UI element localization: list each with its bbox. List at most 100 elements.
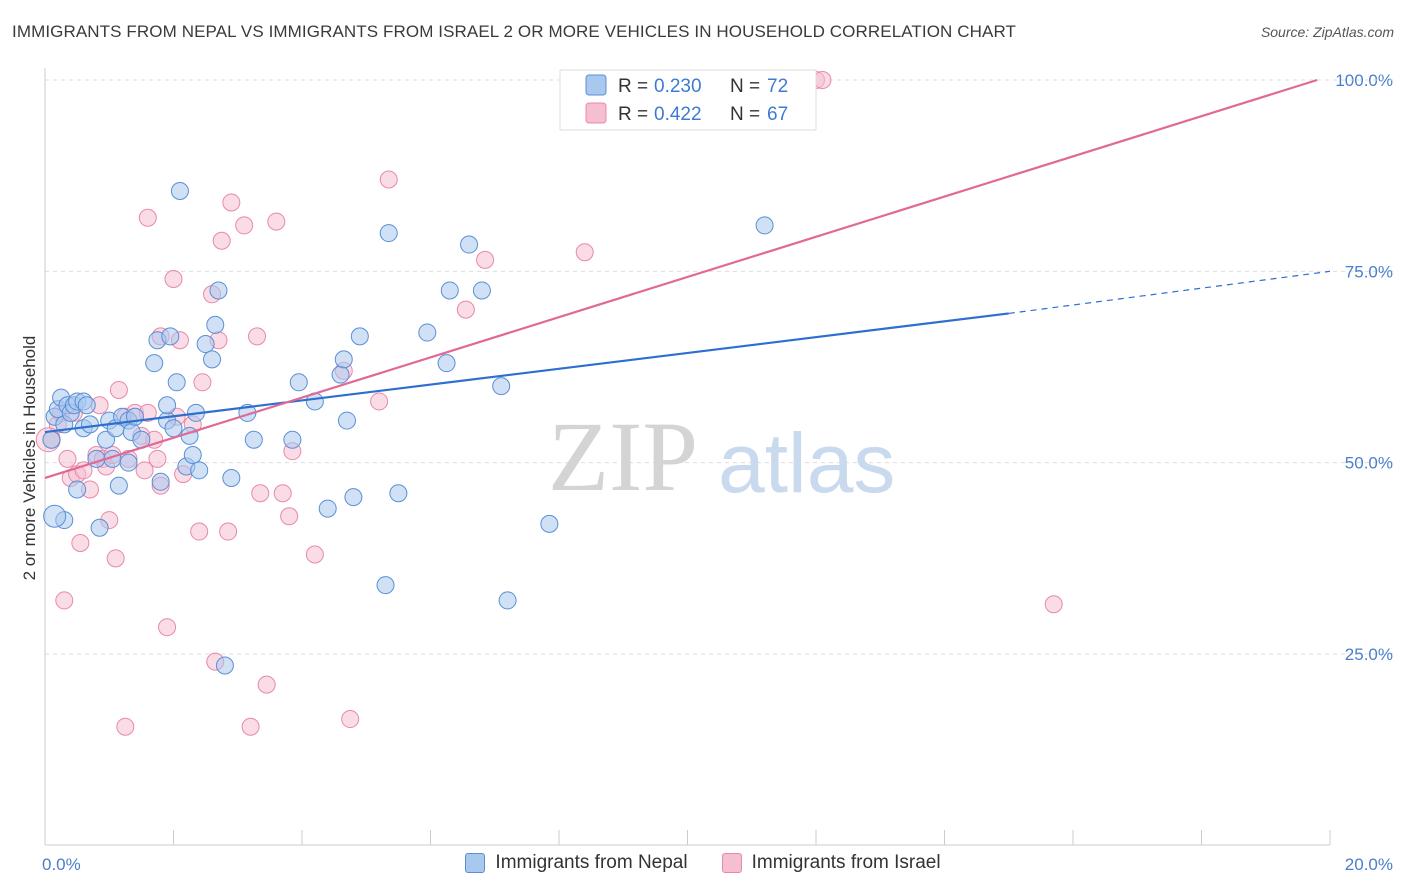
nepal-point bbox=[331, 365, 350, 384]
legend-nepal-n-label: N = bbox=[730, 76, 760, 97]
israel-point bbox=[74, 461, 93, 480]
source-label: Source: ZipAtlas.com bbox=[1260, 24, 1394, 40]
israel-point bbox=[575, 243, 594, 262]
nepal-point bbox=[206, 315, 225, 334]
israel-point bbox=[109, 380, 128, 399]
nepal-point bbox=[151, 472, 170, 491]
israel-point bbox=[241, 717, 260, 736]
israel-point bbox=[267, 212, 286, 231]
israel-point bbox=[58, 449, 77, 468]
nepal-point bbox=[119, 453, 138, 472]
nepal-point bbox=[215, 656, 234, 675]
nepal-point bbox=[540, 514, 559, 533]
legend-israel-r-value: 0.422 bbox=[654, 104, 702, 125]
israel-point bbox=[158, 618, 177, 637]
legend-nepal-r-value: 0.230 bbox=[654, 76, 702, 97]
nepal-point bbox=[209, 281, 228, 300]
legend-israel-n-value: 67 bbox=[767, 104, 788, 125]
israel-point bbox=[148, 449, 167, 468]
israel-trend-line bbox=[44, 78, 1318, 480]
legend-israel-r-label: R = bbox=[618, 104, 648, 125]
israel-point bbox=[135, 461, 154, 480]
top-legend: R = 0.230 N = 72 R = 0.422 N = 67 bbox=[559, 69, 817, 131]
x-tick-label-max: 20.0% bbox=[1345, 855, 1393, 874]
bottom-legend-israel-label: Immigrants from Israel bbox=[751, 852, 941, 873]
nepal-point bbox=[492, 377, 511, 396]
nepal-point bbox=[170, 181, 189, 200]
nepal-point bbox=[42, 430, 61, 449]
nepal-trend-extension bbox=[1008, 270, 1331, 315]
nepal-point bbox=[283, 430, 302, 449]
nepal-point bbox=[80, 415, 99, 434]
y-tick-label: 75.0% bbox=[1345, 262, 1393, 281]
nepal-point bbox=[379, 224, 398, 243]
grid-layer: 25.0% 50.0% 75.0% 100.0% bbox=[45, 71, 1395, 664]
axes-layer: 0.0% 20.0% bbox=[42, 68, 1393, 874]
nepal-point bbox=[318, 499, 337, 518]
israel-point bbox=[1044, 595, 1063, 614]
nepal-point bbox=[460, 235, 479, 254]
israel-point bbox=[456, 300, 475, 319]
nepal-point bbox=[164, 419, 183, 438]
israel-point bbox=[273, 484, 292, 503]
israel-point bbox=[341, 710, 360, 729]
nepal-point bbox=[440, 281, 459, 300]
israel-point bbox=[164, 269, 183, 288]
israel-point bbox=[71, 534, 90, 553]
watermark: ZIP atlas bbox=[548, 401, 895, 512]
legend-nepal-n-value: 72 bbox=[767, 76, 788, 97]
nepal-points bbox=[42, 181, 774, 675]
nepal-point bbox=[203, 350, 222, 369]
nepal-point bbox=[437, 354, 456, 373]
israel-point bbox=[212, 231, 231, 250]
nepal-trend-line bbox=[44, 312, 1009, 434]
nepal-point bbox=[77, 396, 96, 415]
x-tick-label-min: 0.0% bbox=[42, 855, 81, 874]
nepal-point bbox=[376, 576, 395, 595]
nepal-point bbox=[344, 488, 363, 507]
nepal-point bbox=[472, 281, 491, 300]
israel-point bbox=[55, 591, 74, 610]
israel-point bbox=[222, 193, 241, 212]
nepal-point bbox=[755, 216, 774, 235]
nepal-point bbox=[337, 411, 356, 430]
nepal-point bbox=[498, 591, 517, 610]
trend-lines bbox=[44, 78, 1331, 480]
israel-point bbox=[305, 545, 324, 564]
nepal-point bbox=[350, 327, 369, 346]
legend-nepal-swatch bbox=[585, 74, 607, 96]
bottom-legend-nepal-label: Immigrants from Nepal bbox=[495, 852, 688, 873]
nepal-point bbox=[43, 504, 67, 528]
nepal-point bbox=[145, 354, 164, 373]
nepal-point bbox=[97, 430, 116, 449]
nepal-point bbox=[418, 323, 437, 342]
nepal-point bbox=[183, 446, 202, 465]
nepal-point bbox=[109, 476, 128, 495]
legend-nepal-r-label: R = bbox=[618, 76, 648, 97]
watermark-atlas: atlas bbox=[718, 416, 895, 510]
israel-point bbox=[235, 216, 254, 235]
nepal-point bbox=[289, 373, 308, 392]
israel-point bbox=[257, 675, 276, 694]
israel-point bbox=[370, 392, 389, 411]
chart-title: IMMIGRANTS FROM NEPAL VS IMMIGRANTS FROM… bbox=[12, 22, 1017, 41]
bottom-legend-nepal: Immigrants from Nepal bbox=[465, 852, 688, 874]
nepal-point bbox=[90, 518, 109, 537]
nepal-point bbox=[190, 461, 209, 480]
bottom-legend-israel-swatch bbox=[721, 853, 742, 873]
nepal-point bbox=[167, 373, 186, 392]
bottom-legend-israel: Immigrants from Israel bbox=[721, 852, 941, 874]
nepal-point bbox=[244, 430, 263, 449]
y-tick-label: 100.0% bbox=[1335, 71, 1393, 90]
israel-point bbox=[190, 522, 209, 541]
bottom-legend: Immigrants from Nepal Immigrants from Is… bbox=[0, 852, 1406, 874]
israel-point bbox=[251, 484, 270, 503]
y-tick-label: 50.0% bbox=[1345, 454, 1393, 473]
bottom-legend-nepal-swatch bbox=[465, 853, 486, 873]
legend-israel-swatch bbox=[585, 102, 607, 124]
israel-point bbox=[219, 522, 238, 541]
y-axis-label: 2 or more Vehicles in Household bbox=[20, 336, 39, 581]
israel-point bbox=[106, 549, 125, 568]
nepal-point bbox=[161, 327, 180, 346]
